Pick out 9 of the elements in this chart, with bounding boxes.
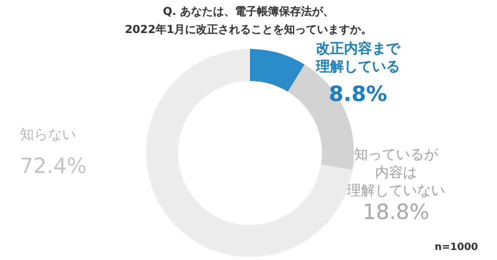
- data-label: 72.4%: [20, 154, 87, 178]
- text: n=1000: [434, 242, 478, 253]
- data-label: 18.8%: [362, 200, 430, 224]
- chart-title: Q. あなたは、電子帳簿保存法が、 2022年1月に改正されることを知っていますか。: [124, 5, 372, 36]
- slice-label: 改正内容まで理解している: [315, 40, 401, 75]
- donut-slice: [250, 49, 305, 92]
- slice-label: 知らない: [20, 127, 76, 143]
- data-label: 8.8%: [328, 82, 388, 106]
- slice-label: 知っているが内容は理解していない: [347, 147, 445, 199]
